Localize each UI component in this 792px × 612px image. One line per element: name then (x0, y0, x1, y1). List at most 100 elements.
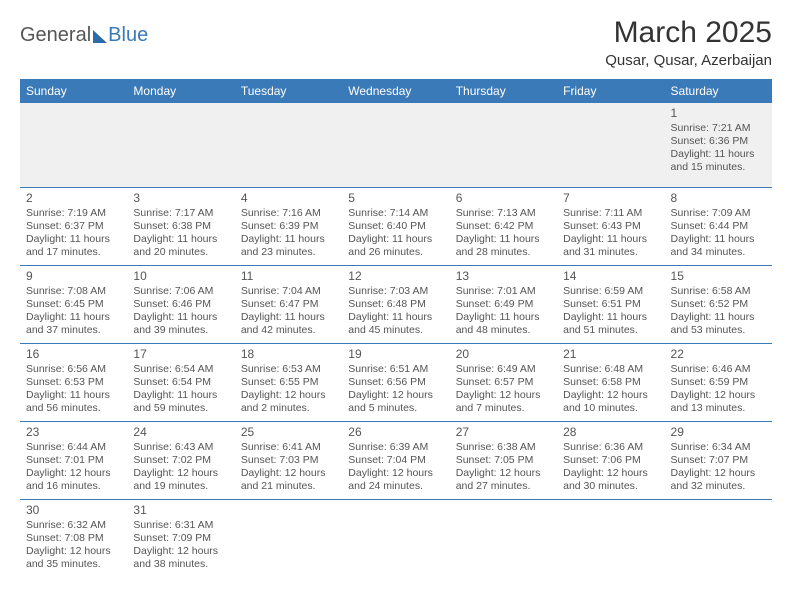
cell-sunset: Sunset: 7:09 PM (133, 532, 228, 545)
cell-sunrise: Sunrise: 7:21 AM (671, 122, 766, 135)
day-cell: 25Sunrise: 6:41 AMSunset: 7:03 PMDayligh… (235, 421, 342, 499)
day-number: 30 (26, 503, 121, 518)
cell-sunrise: Sunrise: 6:53 AM (241, 363, 336, 376)
cell-sunrise: Sunrise: 6:46 AM (671, 363, 766, 376)
cell-daylight2: and 51 minutes. (563, 324, 658, 337)
day-header-sun: Sunday (20, 79, 127, 103)
day-number: 15 (671, 269, 766, 284)
cell-sunset: Sunset: 6:42 PM (456, 220, 551, 233)
day-cell: 10Sunrise: 7:06 AMSunset: 6:46 PMDayligh… (127, 265, 234, 343)
cell-daylight1: Daylight: 11 hours (563, 233, 658, 246)
day-number: 2 (26, 191, 121, 206)
cell-sunrise: Sunrise: 6:43 AM (133, 441, 228, 454)
cell-sunset: Sunset: 6:40 PM (348, 220, 443, 233)
cell-sunrise: Sunrise: 6:49 AM (456, 363, 551, 376)
cell-sunrise: Sunrise: 7:03 AM (348, 285, 443, 298)
cell-daylight1: Daylight: 11 hours (348, 233, 443, 246)
day-cell: 30Sunrise: 6:32 AMSunset: 7:08 PMDayligh… (20, 499, 127, 577)
cell-sunset: Sunset: 6:44 PM (671, 220, 766, 233)
day-number: 19 (348, 347, 443, 362)
day-header-wed: Wednesday (342, 79, 449, 103)
cell-daylight2: and 13 minutes. (671, 402, 766, 415)
cell-daylight1: Daylight: 11 hours (671, 311, 766, 324)
cell-sunset: Sunset: 7:06 PM (563, 454, 658, 467)
day-cell (557, 103, 664, 187)
cell-daylight1: Daylight: 12 hours (26, 467, 121, 480)
day-number: 31 (133, 503, 228, 518)
day-cell: 19Sunrise: 6:51 AMSunset: 6:56 PMDayligh… (342, 343, 449, 421)
day-number: 8 (671, 191, 766, 206)
cell-daylight2: and 42 minutes. (241, 324, 336, 337)
cell-sunrise: Sunrise: 6:36 AM (563, 441, 658, 454)
cell-daylight1: Daylight: 12 hours (133, 467, 228, 480)
cell-sunset: Sunset: 6:46 PM (133, 298, 228, 311)
cell-daylight2: and 26 minutes. (348, 246, 443, 259)
day-number: 9 (26, 269, 121, 284)
cell-daylight1: Daylight: 11 hours (456, 311, 551, 324)
cell-daylight2: and 19 minutes. (133, 480, 228, 493)
day-cell (235, 103, 342, 187)
cell-daylight2: and 59 minutes. (133, 402, 228, 415)
day-cell: 8Sunrise: 7:09 AMSunset: 6:44 PMDaylight… (665, 187, 772, 265)
cell-daylight2: and 17 minutes. (26, 246, 121, 259)
cell-daylight1: Daylight: 11 hours (671, 233, 766, 246)
day-number: 12 (348, 269, 443, 284)
cell-sunrise: Sunrise: 6:32 AM (26, 519, 121, 532)
cell-daylight2: and 16 minutes. (26, 480, 121, 493)
cell-sunrise: Sunrise: 6:44 AM (26, 441, 121, 454)
cell-daylight2: and 53 minutes. (671, 324, 766, 337)
day-number: 5 (348, 191, 443, 206)
cell-sunset: Sunset: 7:05 PM (456, 454, 551, 467)
cell-daylight2: and 48 minutes. (456, 324, 551, 337)
day-cell (127, 103, 234, 187)
cell-sunrise: Sunrise: 6:39 AM (348, 441, 443, 454)
cell-sunset: Sunset: 7:04 PM (348, 454, 443, 467)
cell-daylight1: Daylight: 12 hours (671, 389, 766, 402)
cell-sunset: Sunset: 6:37 PM (26, 220, 121, 233)
cell-sunset: Sunset: 7:02 PM (133, 454, 228, 467)
cell-sunset: Sunset: 6:52 PM (671, 298, 766, 311)
day-cell: 15Sunrise: 6:58 AMSunset: 6:52 PMDayligh… (665, 265, 772, 343)
day-cell: 26Sunrise: 6:39 AMSunset: 7:04 PMDayligh… (342, 421, 449, 499)
day-header-tue: Tuesday (235, 79, 342, 103)
cell-daylight2: and 15 minutes. (671, 161, 766, 174)
day-cell: 18Sunrise: 6:53 AMSunset: 6:55 PMDayligh… (235, 343, 342, 421)
cell-sunrise: Sunrise: 7:13 AM (456, 207, 551, 220)
cell-daylight2: and 30 minutes. (563, 480, 658, 493)
week-row: 23Sunrise: 6:44 AMSunset: 7:01 PMDayligh… (20, 421, 772, 499)
cell-daylight2: and 37 minutes. (26, 324, 121, 337)
cell-daylight1: Daylight: 11 hours (26, 233, 121, 246)
day-number: 11 (241, 269, 336, 284)
cell-sunset: Sunset: 7:07 PM (671, 454, 766, 467)
cell-sunset: Sunset: 6:38 PM (133, 220, 228, 233)
day-cell: 31Sunrise: 6:31 AMSunset: 7:09 PMDayligh… (127, 499, 234, 577)
logo-sail-icon (93, 30, 107, 43)
cell-daylight2: and 20 minutes. (133, 246, 228, 259)
cell-sunset: Sunset: 7:03 PM (241, 454, 336, 467)
cell-daylight2: and 2 minutes. (241, 402, 336, 415)
day-number: 6 (456, 191, 551, 206)
cell-sunset: Sunset: 6:45 PM (26, 298, 121, 311)
day-number: 16 (26, 347, 121, 362)
cell-sunrise: Sunrise: 6:41 AM (241, 441, 336, 454)
week-row: 1Sunrise: 7:21 AMSunset: 6:36 PMDaylight… (20, 103, 772, 187)
cell-sunrise: Sunrise: 7:11 AM (563, 207, 658, 220)
logo-text-2: Blue (108, 24, 148, 47)
cell-sunset: Sunset: 6:57 PM (456, 376, 551, 389)
cell-daylight1: Daylight: 12 hours (26, 545, 121, 558)
day-number: 20 (456, 347, 551, 362)
cell-sunrise: Sunrise: 6:58 AM (671, 285, 766, 298)
week-row: 16Sunrise: 6:56 AMSunset: 6:53 PMDayligh… (20, 343, 772, 421)
cell-daylight1: Daylight: 12 hours (671, 467, 766, 480)
day-header-thu: Thursday (450, 79, 557, 103)
cell-sunset: Sunset: 6:49 PM (456, 298, 551, 311)
cell-daylight1: Daylight: 12 hours (348, 467, 443, 480)
cell-sunrise: Sunrise: 6:34 AM (671, 441, 766, 454)
cell-daylight2: and 32 minutes. (671, 480, 766, 493)
day-number: 28 (563, 425, 658, 440)
cell-daylight2: and 31 minutes. (563, 246, 658, 259)
day-number: 14 (563, 269, 658, 284)
day-cell: 23Sunrise: 6:44 AMSunset: 7:01 PMDayligh… (20, 421, 127, 499)
cell-daylight2: and 10 minutes. (563, 402, 658, 415)
calendar-table: Sunday Monday Tuesday Wednesday Thursday… (20, 79, 772, 577)
